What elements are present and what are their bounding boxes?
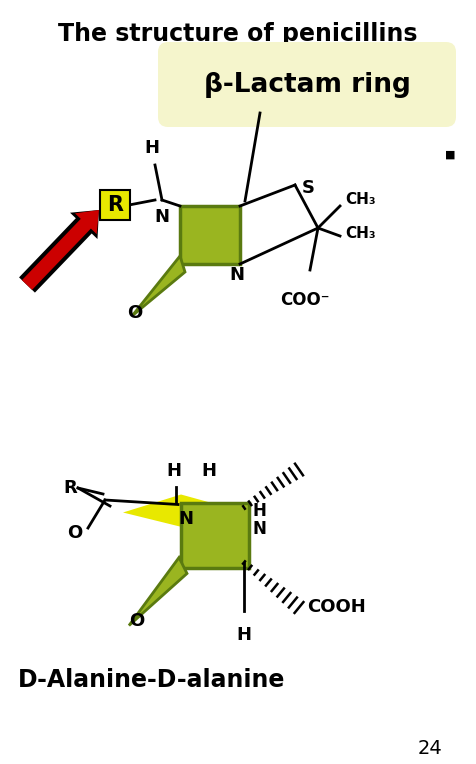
Text: H: H <box>252 502 266 520</box>
FancyArrow shape <box>19 210 99 293</box>
Polygon shape <box>129 558 187 626</box>
Text: COO⁻: COO⁻ <box>280 291 330 309</box>
FancyBboxPatch shape <box>158 42 456 127</box>
Text: O: O <box>129 611 144 630</box>
FancyArrow shape <box>22 210 99 290</box>
Polygon shape <box>180 206 240 264</box>
Text: H: H <box>201 462 217 481</box>
Polygon shape <box>123 494 239 530</box>
Text: O: O <box>127 304 142 322</box>
Text: D-Alanine-D-alanine: D-Alanine-D-alanine <box>18 668 286 692</box>
Text: N: N <box>229 266 245 284</box>
Text: H: H <box>237 626 251 643</box>
FancyBboxPatch shape <box>100 190 130 220</box>
Text: S: S <box>302 179 315 197</box>
Text: R: R <box>63 479 77 497</box>
Text: CH₃: CH₃ <box>345 225 376 241</box>
Text: H: H <box>145 139 159 157</box>
Text: ■: ■ <box>445 150 455 160</box>
Text: CH₃: CH₃ <box>345 193 376 208</box>
Text: O: O <box>67 524 82 542</box>
Text: COOH: COOH <box>307 598 366 617</box>
Text: R: R <box>107 195 123 215</box>
Text: N: N <box>178 510 194 527</box>
Text: H: H <box>167 461 181 480</box>
Text: The structure of penicillins: The structure of penicillins <box>58 22 418 46</box>
Text: β-Lactam ring: β-Lactam ring <box>204 72 410 98</box>
Text: N: N <box>252 520 266 538</box>
Text: 24: 24 <box>417 739 442 757</box>
Polygon shape <box>132 256 185 316</box>
Text: N: N <box>155 208 169 226</box>
Polygon shape <box>181 503 249 568</box>
